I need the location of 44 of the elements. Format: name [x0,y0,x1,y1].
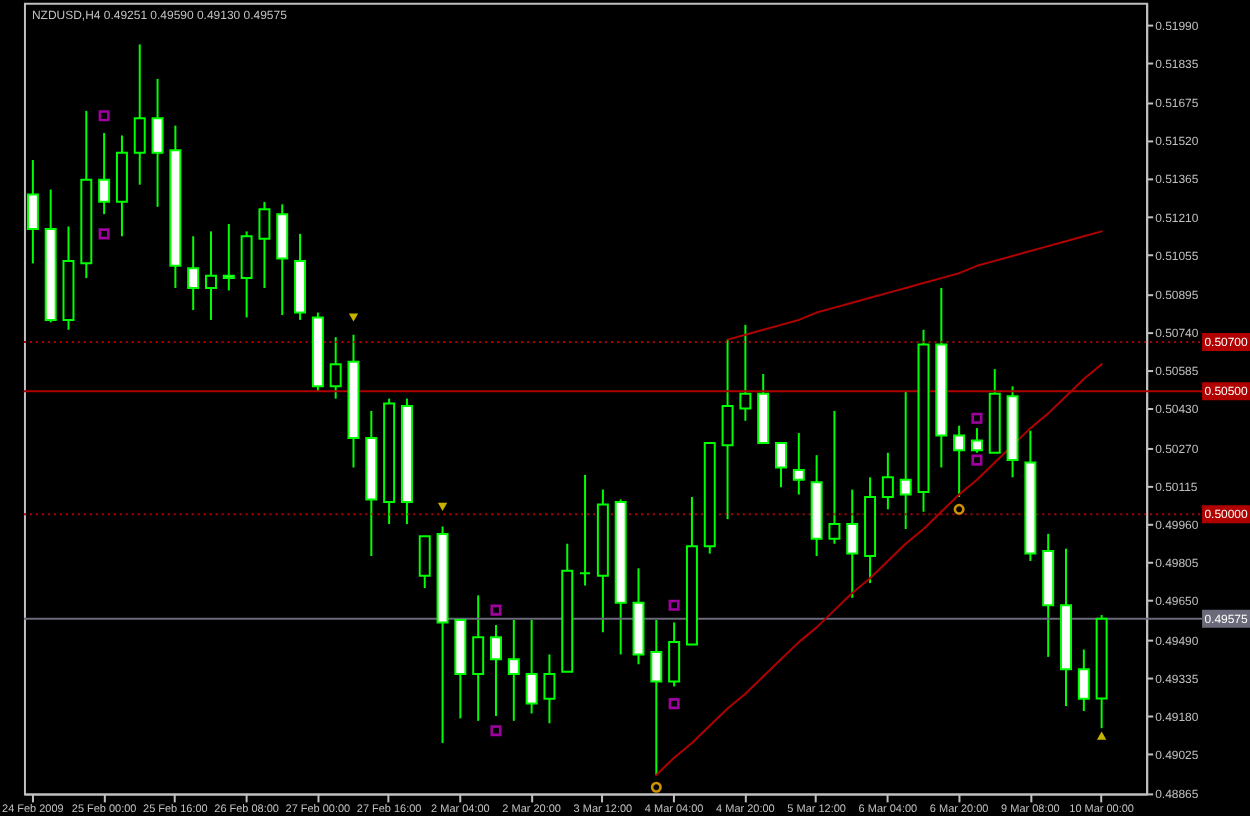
candlestick [240,230,253,319]
candlestick [650,618,663,776]
candlestick [490,623,502,717]
candlestick [525,618,538,715]
point [437,502,448,511]
candlestick [26,159,39,265]
point [348,313,359,322]
candlestick [828,409,841,545]
candlestick [881,451,894,511]
candlestick [472,594,485,722]
point [98,110,110,122]
candlestick [739,323,752,422]
candlestick [579,473,592,587]
candlestick [792,432,805,496]
point [490,725,502,737]
candlestick [205,230,217,321]
point [650,781,662,793]
point [1096,731,1107,740]
candlestick [222,223,235,292]
point [490,604,502,616]
candlestick [775,441,787,489]
candlestick [1077,648,1090,712]
candlestick [507,618,520,722]
candlestick [899,390,912,530]
candlestick [258,200,271,289]
candlestick [276,203,289,317]
candlestick [151,77,164,208]
candlestick [846,488,859,599]
candlestick [418,535,431,590]
candlestick [133,43,146,186]
point [98,228,110,240]
candlestick [970,427,983,454]
point [971,412,983,424]
point [668,599,680,611]
candlestick [543,653,556,725]
candlestick [98,132,111,216]
candlestick [329,336,342,400]
candlestick [187,235,200,312]
point [971,454,983,466]
candlestick [953,424,966,499]
candlestick [668,621,681,688]
point [953,503,965,515]
candlestick [721,338,734,521]
point [668,698,680,710]
